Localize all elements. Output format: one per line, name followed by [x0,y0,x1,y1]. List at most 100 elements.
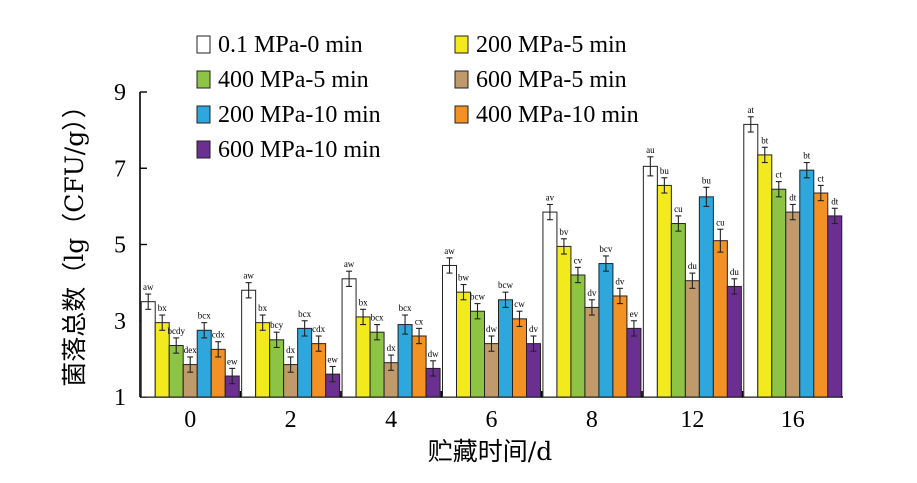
bar [498,299,513,398]
y-tick-label: 1 [114,385,126,411]
significance-label: bu [660,166,670,176]
bar [297,327,313,398]
significance-label: cw [514,299,525,309]
significance-label: cu [716,217,725,227]
legend-swatch [454,70,469,89]
significance-label: cx [415,316,424,326]
significance-label: bcx [298,309,311,319]
bar [743,123,759,398]
bar [470,310,485,398]
legend-label: 0.1 MPa-0 min [218,32,363,58]
legend-label: 200 MPa-10 min [218,102,381,128]
significance-label: ew [227,356,238,366]
x-tick-label: 2 [285,407,297,433]
bar [584,306,600,398]
bar [411,335,427,398]
bar [827,215,843,398]
legend-swatch [196,70,211,89]
significance-label: bw [458,273,470,283]
significance-label: bx [359,297,369,307]
significance-label: bcw [470,292,485,302]
significance-label: dw [428,349,440,359]
significance-label: bcdy [167,326,185,336]
significance-label: ct [776,170,783,180]
significance-label: bx [158,303,168,313]
legend-swatch [196,140,211,159]
legend-label: 400 MPa-5 min [218,67,369,93]
significance-label: dx [387,343,397,353]
legend-label: 600 MPa-10 min [218,137,381,163]
bar [656,184,672,398]
bar [642,165,658,398]
significance-label: bt [803,151,811,161]
significance-label: cdx [212,330,225,340]
significance-label: dt [831,196,839,206]
significance-label: aw [243,271,254,281]
legend-swatch [454,105,469,124]
bar [757,154,773,398]
bar [556,245,572,398]
bar [196,329,212,398]
bar [140,301,156,398]
significance-label: cv [574,255,583,265]
significance-label: bcy [270,320,283,330]
bar [369,331,385,398]
bar [726,285,742,398]
legend-swatch [454,35,469,54]
significance-label: dw [486,324,498,334]
significance-label: aw [143,282,154,292]
bar [670,223,686,398]
bar [799,169,815,398]
bar [512,318,527,398]
bar [684,280,700,398]
significance-label: dx [286,345,296,355]
significance-label: bcv [599,244,612,254]
significance-label: ct [818,173,825,183]
x-axis-label: 贮藏时间/d [428,437,552,466]
significance-label: du [730,267,740,277]
significance-label: dt [789,192,797,202]
chart-bars: awbxbcdydexbcxcdxewawbxbcydxbcxcdxewawbx… [140,105,843,398]
significance-label: cdx [312,324,325,334]
bar [542,211,558,398]
significance-label: av [546,192,555,202]
bar [712,240,728,398]
bar [626,327,642,398]
x-tick-label: 12 [680,407,704,433]
significance-label: dv [587,288,597,298]
legend-label: 200 MPa-5 min [476,32,627,58]
legend-label: 600 MPa-5 min [476,67,627,93]
y-axis-label: 菌落总数（lg（CFU/g）） [60,93,89,386]
bar [355,316,371,398]
significance-label: au [646,145,655,155]
bar [397,324,413,398]
bar [698,196,714,398]
x-tick-label: 16 [781,407,805,433]
significance-label: aw [444,246,455,256]
x-tick-label: 8 [586,407,598,433]
significance-label: bv [559,227,569,237]
legend-label: 400 MPa-10 min [476,102,639,128]
bar [771,188,787,398]
significance-label: bcx [198,311,211,321]
chart-legend: 0.1 MPa-0 min 200 MPa-5 min 400 MPa-5 min 6… [196,32,639,163]
significance-label: at [748,105,755,115]
y-tick-label: 7 [114,156,126,182]
x-tick-label: 0 [184,407,196,433]
legend-swatch [196,35,211,54]
bar [785,211,801,398]
significance-label: ev [630,309,639,319]
bar [442,264,457,398]
x-tick-label: 4 [385,407,397,433]
x-tick-label: 6 [486,407,498,433]
y-tick-label: 9 [114,80,126,106]
bar [598,263,614,398]
significance-label: dex [184,345,197,355]
significance-label: bcx [399,303,412,313]
bar [241,289,257,398]
y-tick-label: 5 [114,233,126,259]
bar [612,295,628,398]
significance-label: bt [761,135,769,145]
significance-label: bcx [371,313,384,323]
